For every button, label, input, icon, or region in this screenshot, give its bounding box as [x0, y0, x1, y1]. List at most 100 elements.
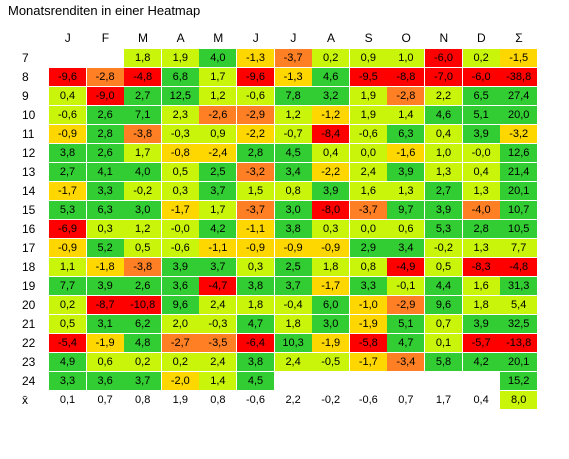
heatmap-cell: -2,2	[312, 163, 350, 181]
heatmap-cell: -8,4	[312, 125, 350, 143]
heatmap-cell: 1,4	[199, 372, 237, 390]
heatmap-cell: 1,3	[387, 182, 425, 200]
heatmap-cell: 3,1	[86, 315, 124, 333]
heatmap-cell: -0,7	[274, 125, 312, 143]
heatmap-cell: 0,5	[49, 315, 86, 333]
heatmap-cell: 2,8	[86, 125, 124, 143]
heatmap-cell: 3,4	[274, 163, 312, 181]
heatmap-cell: -1,5	[500, 49, 538, 67]
heatmap-cell: 3,2	[312, 87, 350, 105]
heatmap-cell: 2,9	[349, 239, 387, 257]
heatmap-cell: 7,7	[500, 239, 538, 257]
heatmap-cell: 0,0	[349, 144, 387, 162]
heatmap-cell: 3,8	[237, 353, 274, 371]
heatmap-cell: -5,4	[49, 334, 86, 352]
heatmap-cell: -0,9	[49, 125, 86, 143]
column-header: N	[439, 31, 449, 45]
heatmap-cell: 0,3	[312, 220, 350, 238]
heatmap-cell: 3,9	[86, 277, 124, 295]
heatmap-cell: 2,6	[124, 277, 162, 295]
heatmap-cell: 3,4	[387, 239, 425, 257]
row-label: 10	[22, 108, 36, 122]
heatmap-cell: -0,2	[425, 239, 462, 257]
heatmap-cell: 2,5	[199, 163, 237, 181]
heatmap-cell: -0,0	[462, 144, 500, 162]
heatmap-cell: -1,9	[86, 334, 124, 352]
heatmap-cell: 3,8	[237, 277, 274, 295]
heatmap-cell: -0,2	[312, 391, 350, 409]
heatmap-cell: 0,0	[349, 220, 387, 238]
heatmap-cell: 3,3	[49, 372, 86, 390]
heatmap-cell: 0,2	[124, 353, 162, 371]
heatmap-cell: 7,1	[124, 106, 162, 124]
heatmap-cell: 1,2	[199, 87, 237, 105]
heatmap-cell: 0,7	[86, 391, 124, 409]
heatmap-cell: 5,1	[462, 106, 500, 124]
heatmap-cell: 1,3	[462, 182, 500, 200]
heatmap-cell: -1,9	[312, 334, 350, 352]
heatmap-cell: 1,2	[124, 220, 162, 238]
heatmap-cell: 3,7	[199, 182, 237, 200]
heatmap-cell: 0,4	[462, 163, 500, 181]
heatmap-cell: -6,0	[425, 49, 462, 67]
heatmap-cell: 0,9	[349, 49, 387, 67]
heatmap-cell: 1,9	[161, 391, 199, 409]
heatmap-cell: -1,7	[312, 277, 350, 295]
heatmap-cell: 1,5	[237, 182, 274, 200]
row-label: 21	[22, 317, 36, 331]
heatmap-cell: 2,7	[49, 163, 86, 181]
heatmap-cell: 27,4	[500, 87, 538, 105]
heatmap-cell: -1,0	[349, 296, 387, 314]
row-label: 24	[22, 374, 36, 388]
column-header: A	[326, 31, 335, 45]
row-label: x̄	[22, 393, 28, 407]
heatmap-cell: 2,2	[425, 87, 462, 105]
heatmap-cell: 1,8	[312, 258, 350, 276]
heatmap-cell: -0,6	[237, 87, 274, 105]
heatmap-cell: 3,6	[161, 277, 199, 295]
heatmap-cell: -1,3	[237, 49, 274, 67]
heatmap-cell: -0,9	[312, 239, 350, 257]
heatmap-cell: -3,8	[124, 258, 162, 276]
row-label: 13	[22, 165, 36, 179]
heatmap-cell: 4,7	[237, 315, 274, 333]
heatmap-cell: -1,6	[387, 144, 425, 162]
heatmap-cell: -2,2	[237, 125, 274, 143]
heatmap-cell: -38,8	[500, 68, 538, 86]
row-label: 22	[22, 336, 36, 350]
heatmap-cell: 4,4	[425, 277, 462, 295]
heatmap-cell: -6,9	[49, 220, 86, 238]
heatmap-cell: 3,9	[161, 258, 199, 276]
heatmap-cell: 12,5	[161, 87, 199, 105]
heatmap-cell: -1,2	[312, 106, 350, 124]
heatmap-cell: 2,4	[199, 296, 237, 314]
heatmap-cell: 8,0	[500, 391, 538, 409]
heatmap-cell: 6,8	[161, 68, 199, 86]
heatmap-cell: 7,7	[49, 277, 86, 295]
row-label: 12	[22, 146, 36, 160]
heatmap-cell: 3,7	[124, 372, 162, 390]
heatmap-cell: -4,9	[387, 258, 425, 276]
heatmap-cell: -1,1	[199, 239, 237, 257]
heatmap-cell: 1,3	[462, 239, 500, 257]
heatmap-cell: 1,2	[274, 106, 312, 124]
heatmap-cell: -3,2	[500, 125, 538, 143]
heatmap-cell: 1,1	[49, 258, 86, 276]
heatmap-cell: 6,3	[387, 125, 425, 143]
heatmap-cell: 21,4	[500, 163, 538, 181]
row-label: 11	[22, 127, 35, 141]
heatmap-cell: -0,6	[161, 239, 199, 257]
heatmap-cell: 3,8	[49, 144, 86, 162]
heatmap-cell: -3,7	[349, 201, 387, 219]
heatmap-cell: 12,6	[500, 144, 538, 162]
heatmap-cell: 3,9	[312, 182, 350, 200]
heatmap-cell: 0,5	[124, 239, 162, 257]
heatmap-cell: 4,6	[312, 68, 350, 86]
heatmap-cell: 3,0	[312, 315, 350, 333]
heatmap-cell: 32,5	[500, 315, 538, 333]
heatmap-cell: 4,0	[199, 49, 237, 67]
heatmap-cell: 2,7	[124, 87, 162, 105]
heatmap-cell: -10,8	[124, 296, 162, 314]
heatmap-cell: -2,7	[161, 334, 199, 352]
column-header: Σ	[515, 31, 523, 45]
